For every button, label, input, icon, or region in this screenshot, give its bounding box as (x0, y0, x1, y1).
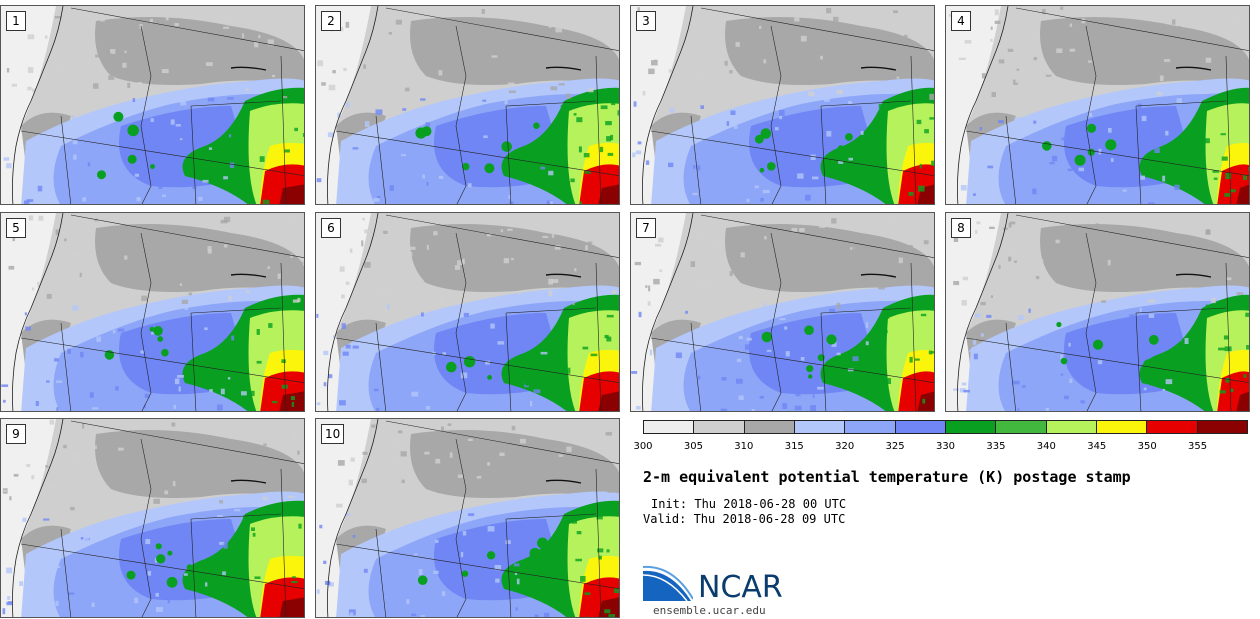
map-panel: 3 (630, 5, 935, 205)
colorbar-tick-label: 310 (734, 441, 754, 452)
colorbar-cell (1197, 421, 1247, 433)
panel-number: 3 (636, 11, 656, 31)
colorbar-cell (895, 421, 946, 433)
panel-number: 4 (951, 11, 971, 31)
panel-number: 10 (321, 424, 345, 444)
colorbar-tick-label: 350 (1137, 441, 1157, 452)
panel-number: 8 (951, 218, 971, 238)
map-panel: 6 (315, 212, 620, 412)
colorbar-cell (845, 421, 896, 433)
colorbar-tick-label: 345 (1087, 441, 1107, 452)
ncar-logo-icon (643, 563, 693, 603)
colorbar-tick-label: 330 (935, 441, 956, 452)
map-panel: 9 (0, 418, 305, 618)
colorbar-tick-label: 305 (683, 441, 703, 452)
colorbar-cell (996, 421, 1047, 433)
panel-number: 2 (321, 11, 341, 31)
colorbar-tick-label: 355 (1188, 441, 1208, 452)
valid-time: Valid: Thu 2018-06-28 09 UTC (643, 512, 846, 526)
colorbar-cell (644, 421, 695, 433)
colorbar-ticks: 300 305 310 315 320 325 330 335 340 345 350 355 (633, 441, 1248, 455)
colorbar-cell (694, 421, 745, 433)
colorbar-cell (945, 421, 997, 433)
panel-number: 9 (6, 424, 26, 444)
colorbar-cell (744, 421, 795, 433)
logo-wordmark: NCAR (698, 570, 783, 605)
colorbar-tick-label: 315 (784, 441, 804, 452)
map-panel: 8 (945, 212, 1250, 412)
init-time: Init: Thu 2018-06-28 00 UTC (651, 497, 847, 511)
colorbar-tick-label: 335 (986, 441, 1006, 452)
figure-title: 2-m equivalent potential temperature (K)… (643, 468, 1131, 486)
map-panel: 1 (0, 5, 305, 205)
map-panel: 4 (945, 5, 1250, 205)
colorbar-tick-label: 320 (835, 441, 855, 452)
logo-url: ensemble.ucar.edu (653, 604, 766, 617)
colorbar-tick-label: 340 (1036, 441, 1056, 452)
colorbar-cell (1147, 421, 1198, 433)
map-panel: 10 (315, 418, 620, 618)
colorbar-tick-label: 300 (633, 441, 653, 452)
panel-number: 6 (321, 218, 341, 238)
map-panel: 5 (0, 212, 305, 412)
map-panel: 7 (630, 212, 935, 412)
map-panel: 2 (315, 5, 620, 205)
colorbar-tick-label: 325 (885, 441, 905, 452)
panel-number: 7 (636, 218, 656, 238)
colorbar-cell (1046, 421, 1097, 433)
colorbar (643, 420, 1248, 434)
panel-number: 1 (6, 11, 26, 31)
colorbar-cell (794, 421, 846, 433)
colorbar-cell (1096, 421, 1148, 433)
panel-number: 5 (6, 218, 26, 238)
